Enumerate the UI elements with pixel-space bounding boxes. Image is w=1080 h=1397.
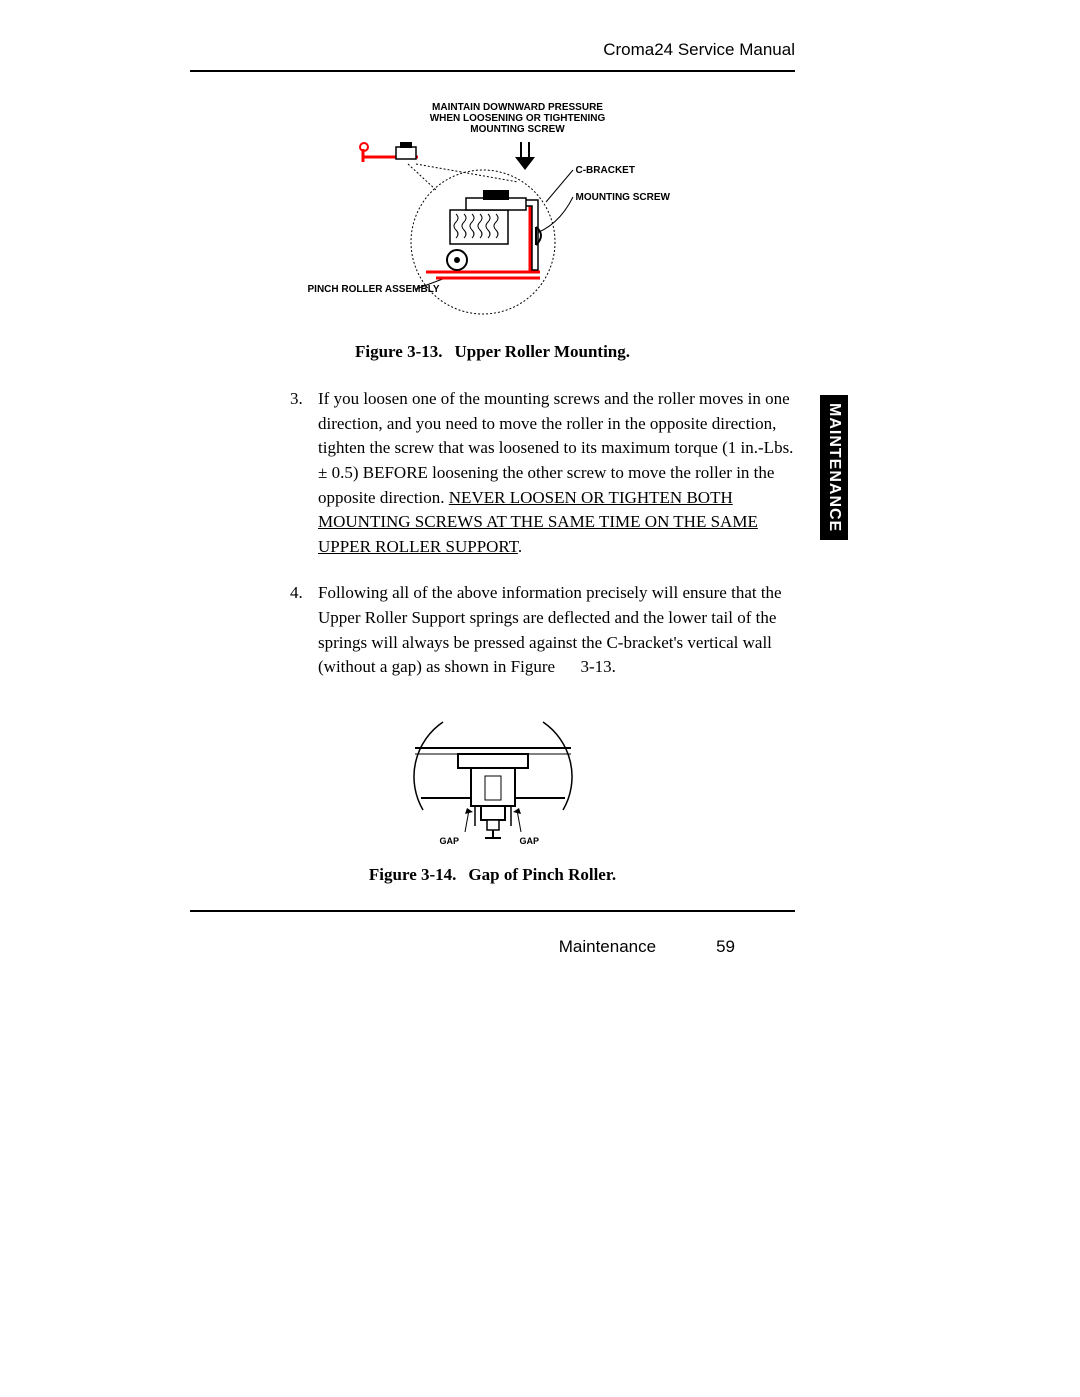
figure-title: Upper Roller Mounting. (454, 342, 630, 361)
footer: Maintenance 59 (190, 937, 795, 957)
rule-top (190, 70, 795, 72)
diagram-upper-roller: MAINTAIN DOWNWARD PRESSURE WHEN LOOSENIN… (308, 102, 678, 327)
list-number: 3. (290, 387, 318, 559)
label-c-bracket: C-BRACKET (576, 165, 635, 176)
figure-3-14: GAP GAP (190, 710, 795, 885)
figure-title: Gap of Pinch Roller. (468, 865, 616, 884)
list-body: If you loosen one of the mounting screws… (318, 387, 795, 559)
figure-xref: Figure 3-13. (511, 657, 616, 676)
footer-section: Maintenance (559, 937, 656, 957)
figure-3-13: MAINTAIN DOWNWARD PRESSURE WHEN LOOSENIN… (190, 102, 795, 362)
header-title: Croma24 Service Manual (190, 40, 795, 60)
text-segment: . (518, 537, 522, 556)
list-number: 4. (290, 581, 318, 680)
rule-bottom (190, 910, 795, 912)
footer-page: 59 (716, 937, 735, 957)
figure-caption-2: Figure 3-14. Gap of Pinch Roller. (190, 865, 795, 885)
label-pinch-roller: PINCH ROLLER ASSEMBLY (308, 284, 440, 295)
figure-number: Figure 3-13. (355, 342, 443, 361)
list-item-4: 4. Following all of the above informatio… (290, 581, 795, 680)
label-mounting-screw: MOUNTING SCREW (576, 192, 670, 203)
label-gap-right: GAP (520, 836, 540, 846)
side-tab-maintenance: MAINTENANCE (820, 395, 848, 540)
list-item-3: 3. If you loosen one of the mounting scr… (290, 387, 795, 559)
label-gap-left: GAP (440, 836, 460, 846)
figure-number: Figure 3-14. (369, 865, 457, 884)
label-top: MAINTAIN DOWNWARD PRESSURE WHEN LOOSENIN… (428, 102, 608, 135)
diagram-gap-pinch: GAP GAP (403, 710, 583, 850)
list-body: Following all of the above information p… (318, 581, 795, 680)
figure-svg-2 (403, 710, 583, 850)
figure-caption-1: Figure 3-13. Upper Roller Mounting. (190, 342, 795, 362)
